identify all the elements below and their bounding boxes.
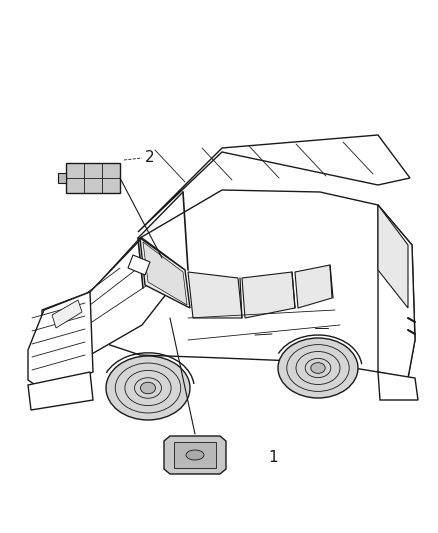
Polygon shape (188, 272, 242, 318)
Polygon shape (66, 163, 120, 193)
Ellipse shape (186, 450, 204, 460)
Polygon shape (143, 242, 187, 305)
Polygon shape (140, 238, 190, 308)
Polygon shape (52, 300, 82, 328)
Polygon shape (28, 372, 93, 410)
Polygon shape (378, 205, 415, 378)
Text: 1: 1 (268, 450, 278, 465)
Polygon shape (295, 265, 332, 308)
Polygon shape (242, 272, 295, 318)
Polygon shape (42, 238, 185, 355)
Ellipse shape (311, 362, 325, 374)
Polygon shape (28, 292, 93, 392)
Polygon shape (58, 173, 66, 183)
Polygon shape (174, 442, 216, 468)
Polygon shape (60, 190, 415, 378)
Polygon shape (378, 372, 418, 400)
Polygon shape (164, 436, 226, 474)
Polygon shape (128, 255, 150, 275)
Ellipse shape (278, 338, 358, 398)
Text: 2: 2 (145, 150, 155, 166)
Ellipse shape (141, 382, 155, 394)
Polygon shape (138, 135, 410, 232)
Polygon shape (378, 205, 408, 308)
Ellipse shape (106, 356, 190, 420)
